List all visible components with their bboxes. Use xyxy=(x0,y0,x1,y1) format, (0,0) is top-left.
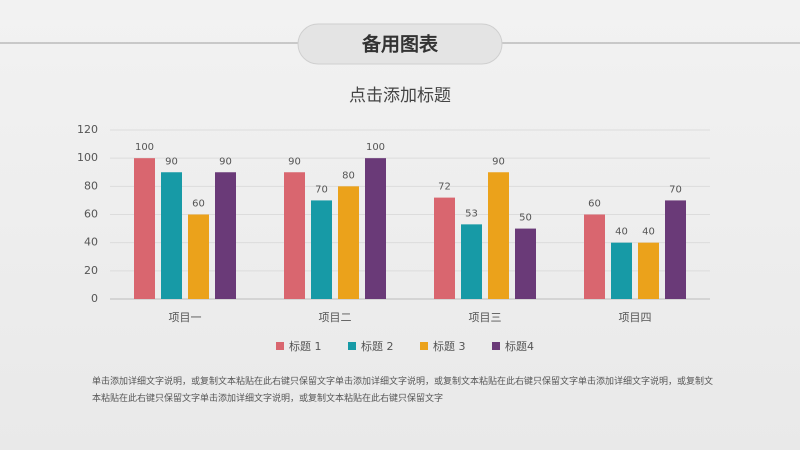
bar xyxy=(461,224,482,299)
y-tick-label: 40 xyxy=(84,236,98,249)
legend-swatch xyxy=(348,342,356,350)
value-label: 70 xyxy=(669,184,682,195)
y-tick-label: 0 xyxy=(91,292,98,305)
value-label: 60 xyxy=(588,199,601,210)
value-label: 70 xyxy=(315,184,328,195)
legend-swatch xyxy=(276,342,284,350)
bar xyxy=(638,242,659,299)
bar xyxy=(161,172,182,299)
x-tick-label: 项目一 xyxy=(169,311,202,324)
value-label: 100 xyxy=(366,142,385,153)
legend-label: 标题4 xyxy=(505,339,534,353)
value-label: 53 xyxy=(465,208,478,219)
legend-label: 标题 2 xyxy=(361,339,394,353)
bar xyxy=(188,214,209,299)
value-label: 100 xyxy=(135,142,154,153)
bar xyxy=(611,242,632,299)
bar xyxy=(134,158,155,299)
bar xyxy=(488,172,509,299)
value-label: 90 xyxy=(165,156,178,167)
value-label: 50 xyxy=(519,213,532,224)
bar xyxy=(284,172,305,299)
value-label: 90 xyxy=(288,156,301,167)
value-label: 40 xyxy=(615,227,628,238)
y-tick-label: 100 xyxy=(77,151,98,164)
bar xyxy=(434,197,455,299)
bar xyxy=(365,158,386,299)
bar xyxy=(665,200,686,299)
bar xyxy=(338,186,359,299)
x-tick-label: 项目三 xyxy=(469,311,502,324)
value-label: 80 xyxy=(342,170,355,181)
y-tick-label: 80 xyxy=(84,179,98,192)
bar xyxy=(584,214,605,299)
legend-label: 标题 3 xyxy=(433,339,466,353)
y-tick-label: 20 xyxy=(84,264,98,277)
value-label: 60 xyxy=(192,199,205,210)
x-tick-label: 项目四 xyxy=(619,311,652,324)
legend-swatch xyxy=(420,342,428,350)
bar xyxy=(515,228,536,299)
value-label: 72 xyxy=(438,182,451,193)
y-tick-label: 60 xyxy=(84,208,98,221)
value-label: 40 xyxy=(642,227,655,238)
legend-swatch xyxy=(492,342,500,350)
value-label: 90 xyxy=(219,156,232,167)
header-pill xyxy=(297,23,503,65)
x-tick-label: 项目二 xyxy=(319,311,352,324)
bar xyxy=(215,172,236,299)
value-label: 90 xyxy=(492,156,505,167)
y-tick-label: 120 xyxy=(77,123,98,136)
chart-title: 点击添加标题 xyxy=(349,86,451,106)
bar xyxy=(311,200,332,299)
header-title: 备用图表 xyxy=(361,33,439,56)
footer-text: 单击添加详细文字说明，或复制文本粘贴在此右键只保留文字单击添加详细文字说明，或复… xyxy=(92,377,714,404)
legend-label: 标题 1 xyxy=(289,339,322,353)
